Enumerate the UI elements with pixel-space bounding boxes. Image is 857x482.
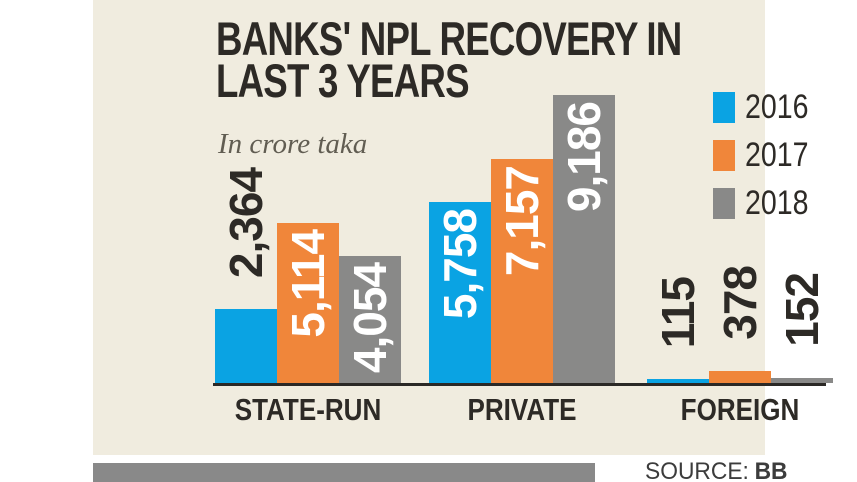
bar-2017-private [491,159,553,383]
footer-gray-bar [93,463,595,482]
value-label-2018-private: 9,186 [558,102,610,213]
legend-label-2017: 2017 [745,136,809,174]
value-label-2016-state-run: 2,364 [220,167,272,278]
value-label-2017-private: 7,157 [496,166,548,277]
value-label-2016-foreign: 115 [652,276,704,348]
category-label-state-run: STATE-RUN [234,392,382,427]
legend-swatch-2016 [713,92,735,123]
category-label-foreign: FOREIGN [680,392,800,427]
chart-title-line2: LAST 3 YEARS [216,54,470,108]
chart-panel: BANKS' NPL RECOVERY IN LAST 3 YEARS In c… [93,0,833,455]
value-label-2017-foreign: 378 [714,266,766,340]
value-label-2017-state-run: 5,114 [282,230,334,338]
legend-item-2017: 2017 [713,136,821,174]
legend-swatch-2017 [713,140,735,171]
bar-2017-foreign [709,371,771,383]
legend-label-2016: 2016 [745,88,809,126]
bar-2018-state-run [339,256,401,383]
value-label-2016-private: 5,758 [434,209,486,320]
source-credit: SOURCE: BB [645,458,788,482]
chart-subtitle: In crore taka [218,128,368,160]
category-label-private: PRIVATE [467,392,577,427]
legend-swatch-2018 [713,188,735,219]
value-label-2018-foreign: 152 [776,273,828,347]
chart-title-line1: BANKS' NPL RECOVERY IN [216,12,682,65]
legend-item-2016: 2016 [713,88,821,126]
legend-item-2018: 2018 [713,184,821,222]
bar-2018-foreign [771,378,833,383]
bar-2018-private [553,95,615,383]
x-axis-line [213,383,826,386]
source-value: BB [754,458,788,482]
bar-2016-foreign [647,379,709,383]
value-label-2018-state-run: 4,054 [344,263,396,374]
bar-2016-private [429,202,491,383]
chart-title: BANKS' NPL RECOVERY IN LAST 3 YEARS [216,12,682,108]
bar-2017-state-run [277,223,339,383]
source-label: SOURCE: [645,458,749,482]
legend-label-2018: 2018 [745,184,809,222]
bar-2016-state-run [215,309,277,383]
legend: 2016 2017 2018 [713,88,821,222]
